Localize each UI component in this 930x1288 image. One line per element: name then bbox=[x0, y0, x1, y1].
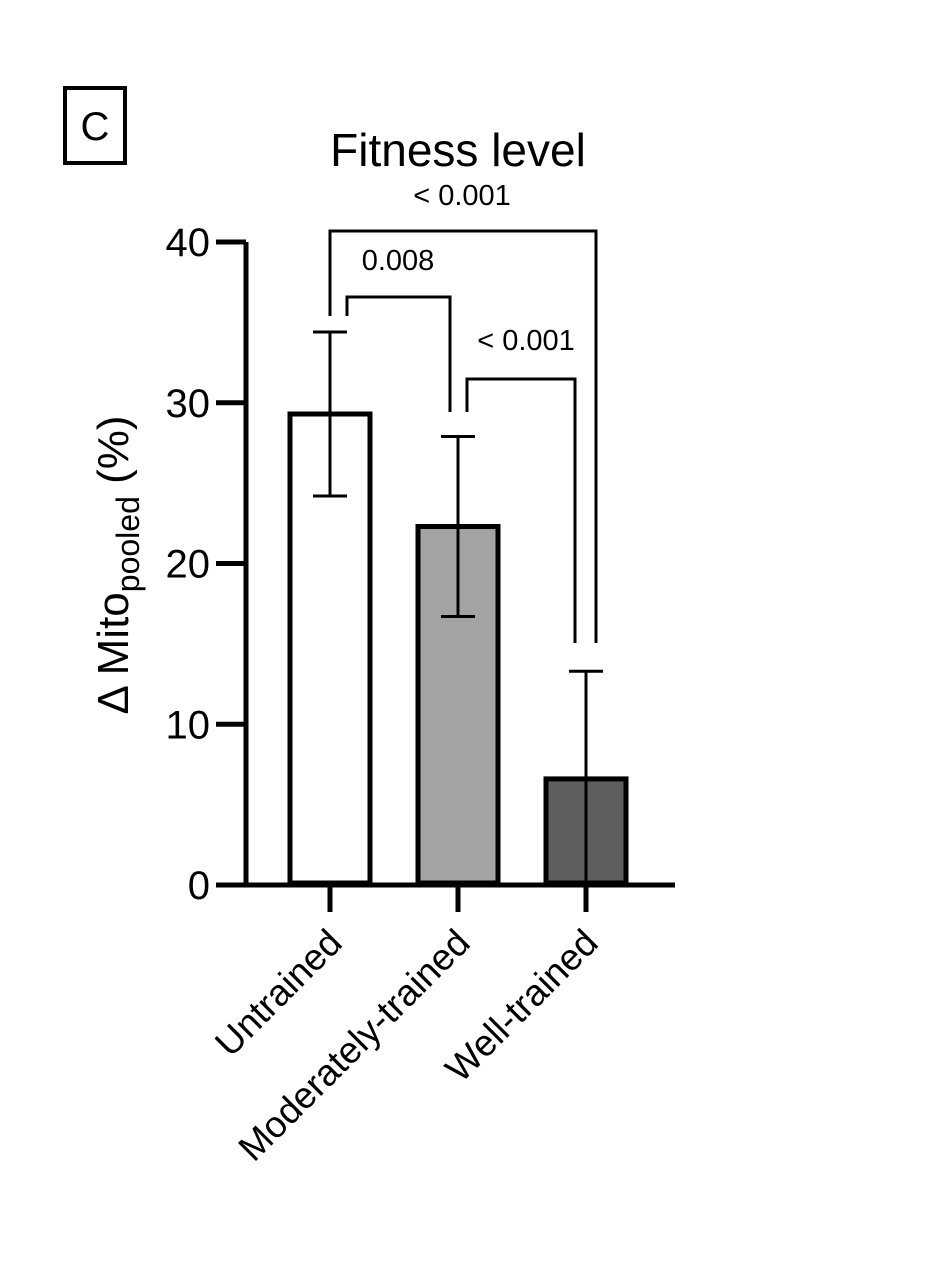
p-value-label: < 0.001 bbox=[413, 180, 511, 212]
error-bar bbox=[313, 330, 347, 498]
y-axis-label-main: Δ Mito bbox=[89, 592, 138, 714]
significance-bracket bbox=[345, 295, 452, 412]
y-axis-label-subscript: pooled bbox=[110, 496, 146, 592]
x-tick-label: Moderately-trained bbox=[231, 922, 478, 1169]
significance-bracket bbox=[328, 229, 598, 643]
y-tick-label: 20 bbox=[166, 543, 211, 587]
significance-bracket bbox=[465, 377, 577, 643]
error-bar bbox=[569, 669, 603, 885]
error-bar bbox=[441, 435, 475, 619]
y-tick-label: 0 bbox=[188, 864, 210, 908]
p-value-label: < 0.001 bbox=[477, 325, 575, 357]
panel-label-box bbox=[63, 86, 127, 165]
chart-title: Fitness level bbox=[330, 124, 586, 176]
y-tick-label: 40 bbox=[166, 221, 211, 265]
p-value-label: 0.008 bbox=[362, 245, 435, 277]
y-tick-label: 10 bbox=[166, 703, 211, 747]
y-tick-label: 30 bbox=[166, 382, 211, 426]
y-axis-label: Δ Mitopooled (%) bbox=[89, 415, 146, 714]
y-axis-label-unit: (%) bbox=[89, 415, 138, 496]
panel-label: C bbox=[81, 105, 110, 149]
